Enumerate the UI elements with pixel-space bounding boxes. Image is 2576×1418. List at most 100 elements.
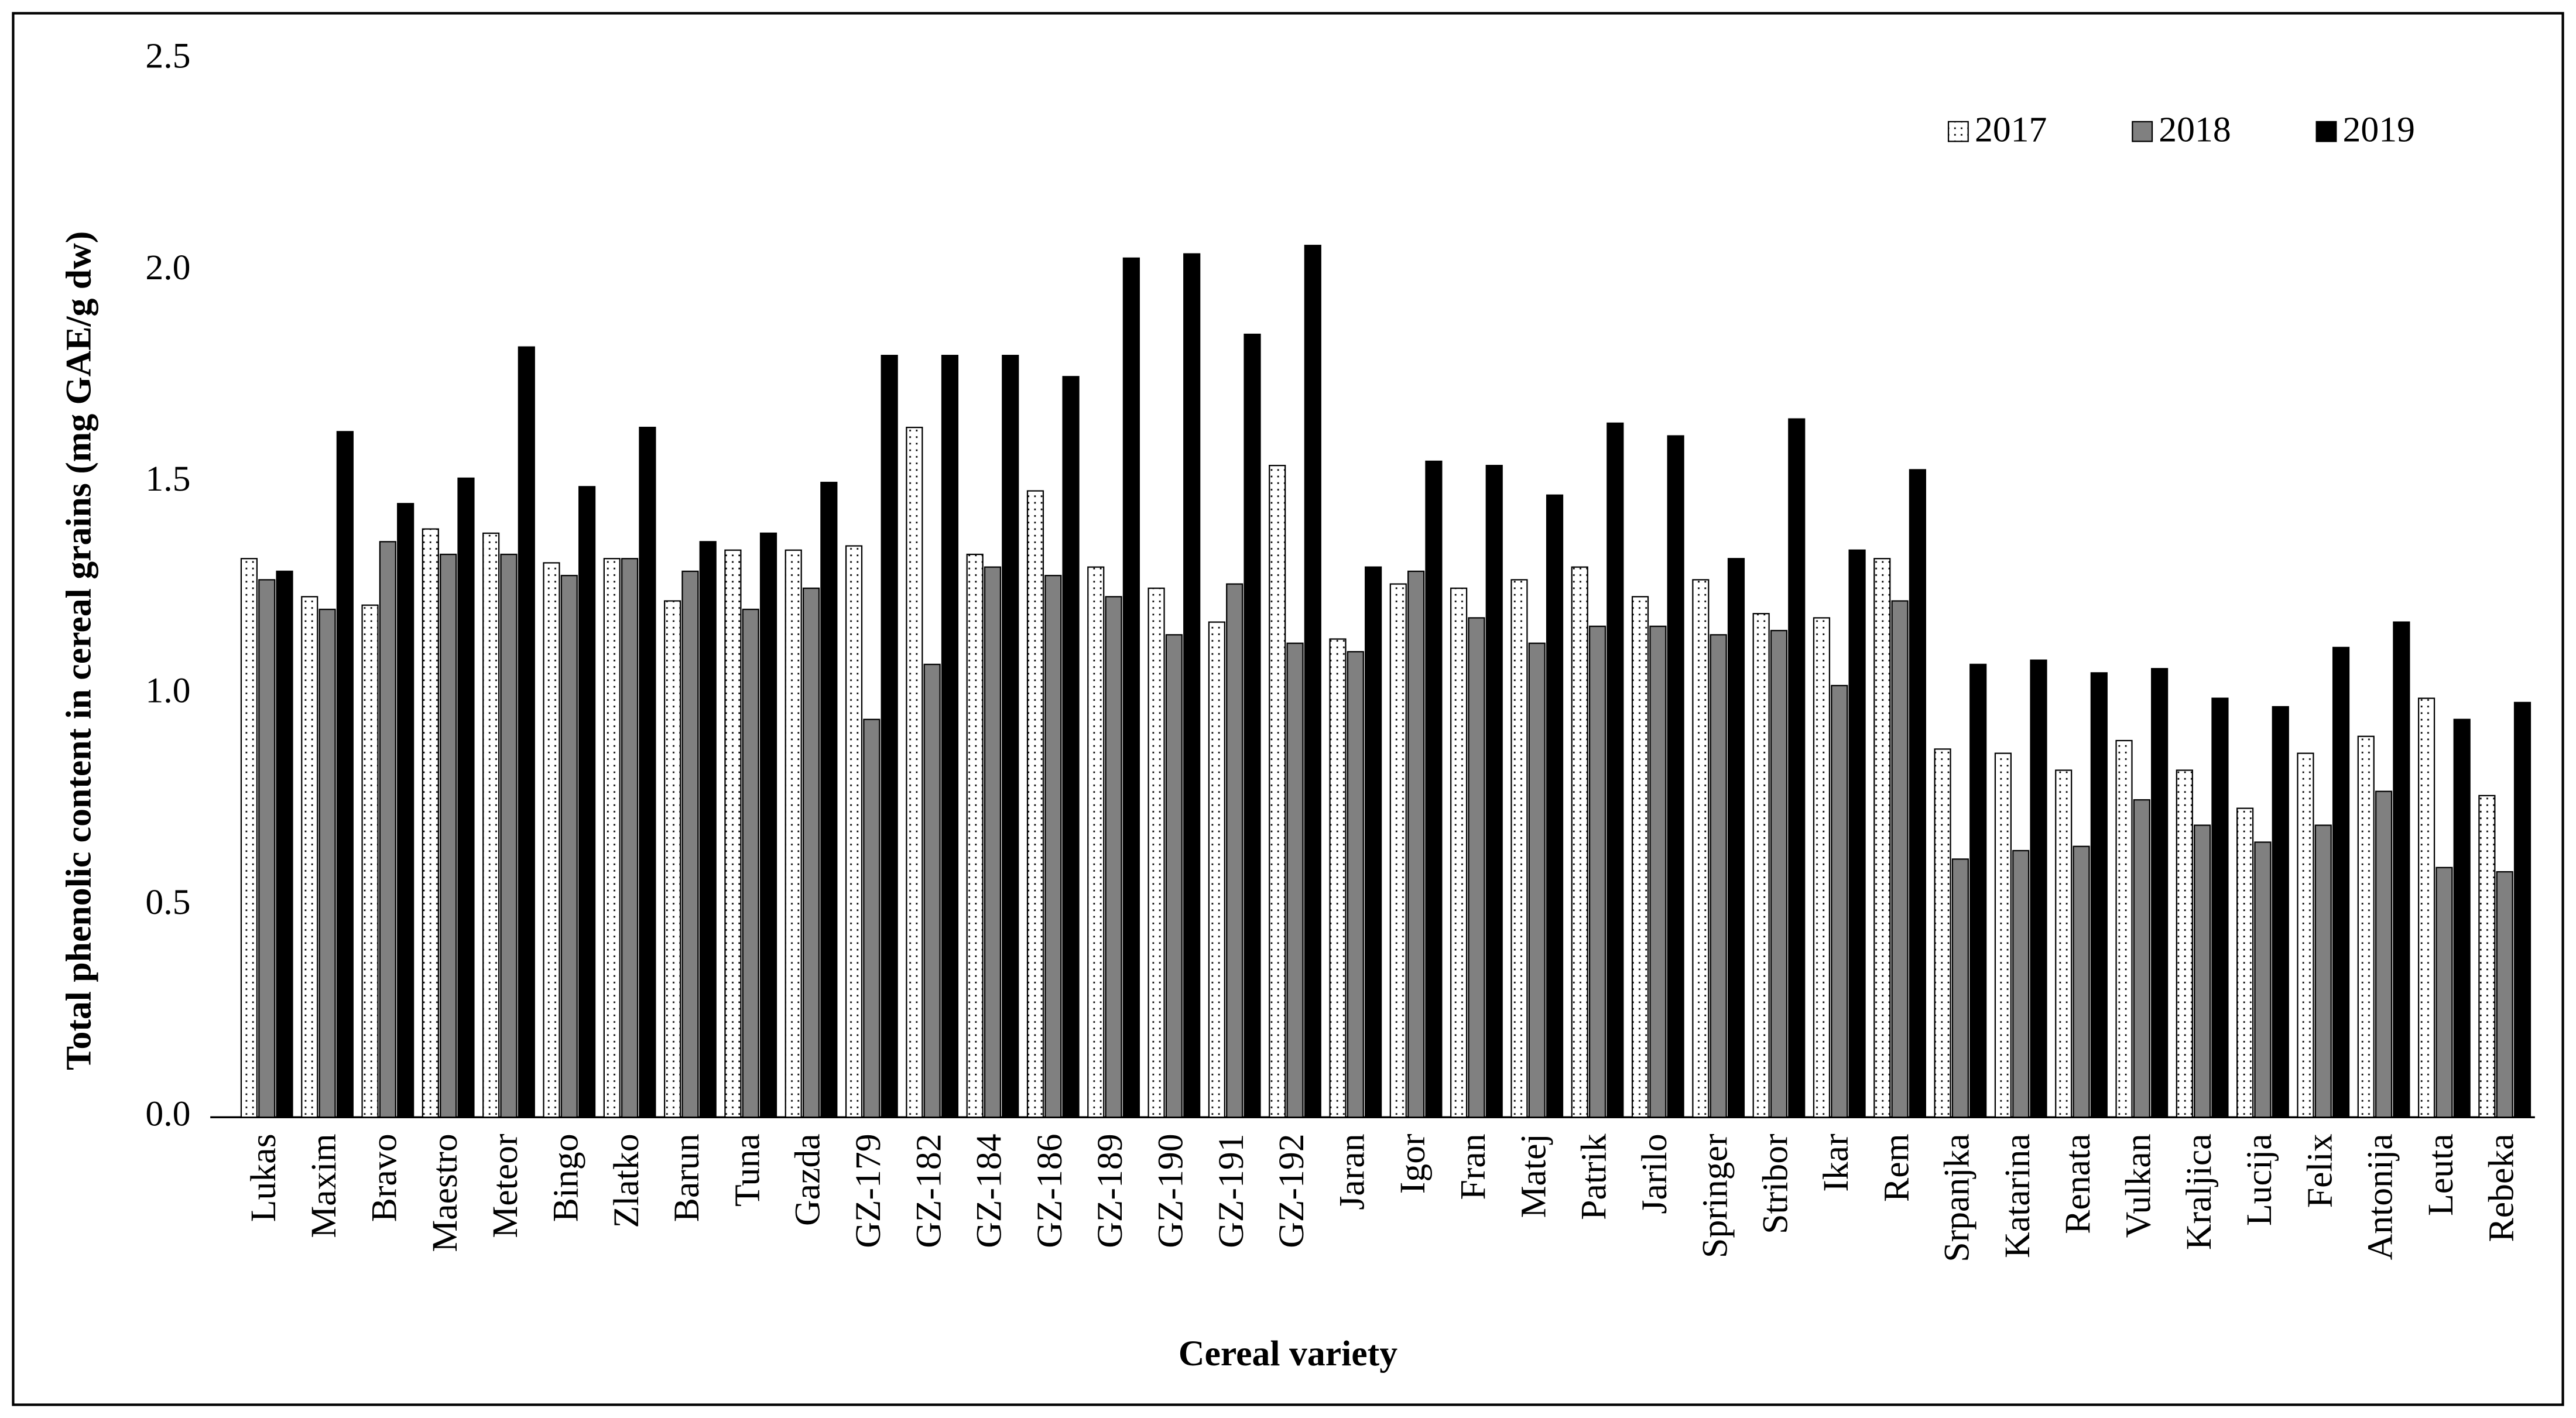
bar (1727, 558, 1745, 1118)
bar (2297, 752, 2314, 1118)
bar (2073, 845, 2090, 1118)
x-tick-label: Gazda (788, 1133, 828, 1226)
bar (1244, 333, 1261, 1118)
bar (1546, 494, 1564, 1118)
legend-label: 2019 (2343, 110, 2415, 150)
bar (759, 532, 777, 1118)
bar (2151, 667, 2169, 1118)
bar (966, 553, 984, 1118)
bar (258, 579, 276, 1118)
x-tick-label: Meteor (485, 1133, 525, 1238)
bar (578, 486, 596, 1118)
bar (2055, 769, 2073, 1118)
bar (240, 558, 258, 1118)
bar (1450, 587, 1468, 1118)
bar (724, 549, 742, 1118)
y-tick-label: 2.0 (145, 248, 190, 287)
x-tick-label: Zlatko (607, 1133, 646, 1228)
x-tick-label: Ikar (1816, 1133, 1856, 1192)
bar (422, 528, 439, 1118)
bar (2314, 824, 2332, 1118)
bar (2478, 794, 2496, 1118)
x-tick-label: Bingo (546, 1133, 585, 1222)
bar (457, 477, 475, 1118)
x-tick-label: Felix (2300, 1133, 2339, 1208)
bar (2236, 807, 2254, 1118)
x-tick-label: Maestro (425, 1133, 465, 1252)
bar (1044, 574, 1062, 1118)
x-tick-label: Rem (1876, 1133, 1916, 1202)
y-tick-label: 1.0 (145, 671, 190, 711)
x-tick-label: Renata (2058, 1133, 2098, 1234)
bar (1105, 596, 1122, 1118)
bar (639, 426, 656, 1118)
bar (1468, 617, 1485, 1118)
bar (1951, 858, 1969, 1118)
bar (1183, 253, 1201, 1118)
bar (2133, 799, 2150, 1118)
x-tick-label: Antonija (2361, 1133, 2400, 1260)
bar (2393, 621, 2410, 1118)
bar (301, 596, 318, 1118)
bar (1407, 570, 1425, 1118)
legend-swatch (2315, 121, 2337, 142)
bar (543, 562, 560, 1118)
bar (1667, 435, 1684, 1118)
y-tick-label: 0.0 (145, 1094, 190, 1133)
bar (1848, 549, 1866, 1118)
bar (1891, 600, 1909, 1118)
x-tick-label: GZ-191 (1211, 1133, 1251, 1248)
x-tick-label: Jaran (1332, 1133, 1372, 1210)
bar (1226, 583, 1244, 1118)
x-tick-label: GZ-190 (1151, 1133, 1191, 1248)
bar (1329, 638, 1347, 1118)
bar (2030, 659, 2047, 1118)
bar (2115, 739, 2133, 1118)
bar (664, 600, 681, 1118)
legend-swatch (2132, 121, 2153, 142)
x-tick-label: Lukas (244, 1133, 283, 1222)
bar (318, 608, 336, 1118)
bar (1788, 418, 1806, 1118)
x-tick-label: Vulkan (2119, 1133, 2159, 1238)
bar (276, 570, 293, 1118)
bar (2357, 735, 2375, 1118)
bar (2272, 706, 2289, 1118)
bar (2417, 697, 2435, 1118)
bar (1122, 257, 1140, 1118)
bar (1002, 355, 1019, 1118)
bar (2375, 790, 2393, 1118)
bar (2435, 866, 2453, 1118)
bar (1649, 625, 1667, 1118)
bar (2254, 841, 2272, 1118)
bar (2211, 697, 2229, 1118)
bar (603, 558, 621, 1118)
x-tick-label: GZ-179 (848, 1133, 888, 1248)
x-tick-label: Springer (1695, 1133, 1735, 1258)
bar (2176, 769, 2193, 1118)
bar (1425, 460, 1443, 1118)
x-tick-label: Lucija (2239, 1133, 2279, 1226)
bar (2090, 672, 2108, 1118)
bar (906, 426, 923, 1118)
bar (1365, 566, 1382, 1118)
bar (923, 663, 941, 1118)
x-axis-title: Cereal variety (1179, 1334, 1397, 1374)
bar (482, 532, 500, 1118)
bar (1710, 634, 1727, 1118)
bar (1606, 422, 1624, 1118)
x-tick-label: GZ-182 (909, 1133, 948, 1248)
x-tick-label: Igor (1393, 1133, 1433, 1194)
y-tick-label: 1.5 (145, 459, 190, 499)
bar (500, 553, 518, 1118)
x-tick-label: Leuta (2421, 1133, 2461, 1215)
bar (1969, 663, 1987, 1118)
x-tick-label: Patrik (1574, 1133, 1614, 1220)
bar (1528, 642, 1546, 1118)
bar (2332, 646, 2350, 1118)
bar (1770, 629, 1788, 1118)
x-tick-label: Barun (667, 1133, 707, 1222)
bar (1510, 579, 1528, 1118)
bar (2453, 718, 2471, 1118)
bar (1062, 376, 1080, 1118)
